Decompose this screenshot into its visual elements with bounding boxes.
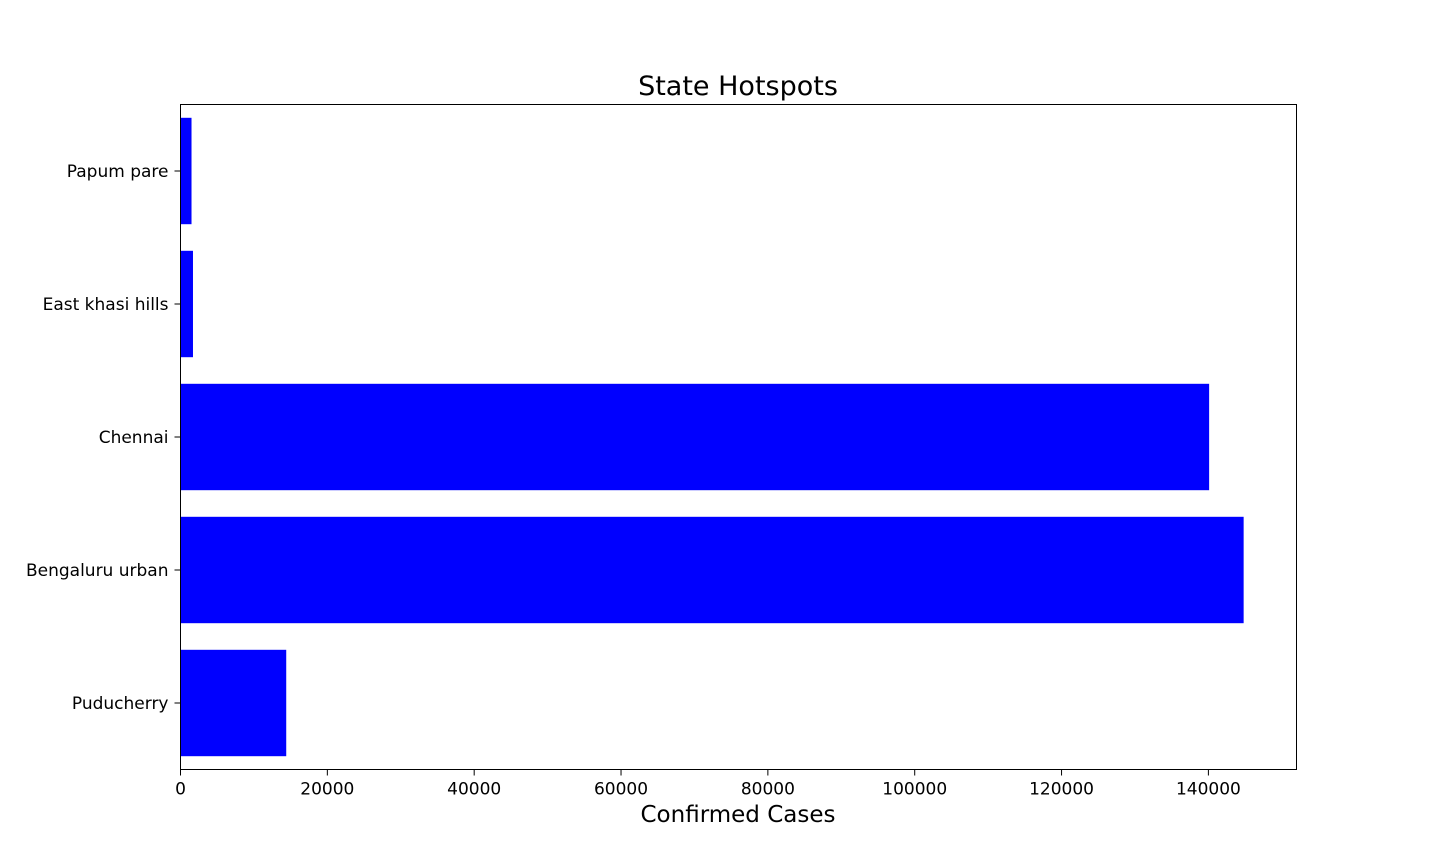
y-tick-label-east-khasi-hills: East khasi hills [43, 295, 169, 315]
x-tick-label: 60000 [594, 780, 648, 800]
y-tick-label-puducherry: Puducherry [72, 694, 169, 714]
chart-title: State Hotspots [638, 71, 838, 102]
plot-frame [180, 104, 1297, 770]
bar-puducherry [180, 649, 287, 757]
x-tick-label: 140000 [1176, 780, 1241, 800]
x-axis-ticks: 0 20000 40000 60000 80000 100000 120000 140000 [175, 769, 1241, 800]
y-tick-label-papum-pare: Papum pare [67, 162, 169, 182]
x-tick-label: 0 [175, 780, 186, 800]
x-tick-label: 80000 [741, 780, 795, 800]
x-tick-label: 40000 [447, 780, 501, 800]
y-tick-label-chennai: Chennai [99, 428, 169, 448]
x-tick-label: 120000 [1029, 780, 1094, 800]
x-axis-label: Confirmed Cases [641, 802, 836, 828]
y-tick-label-bengaluru-urban: Bengaluru urban [26, 561, 169, 581]
x-tick-label: 20000 [300, 780, 354, 800]
y-axis-ticks: Puducherry Bengaluru urban Chennai East kha… [26, 162, 181, 714]
bar-bengaluru-urban [180, 516, 1244, 624]
bars-group [180, 117, 1244, 757]
bar-chennai [180, 383, 1210, 491]
x-tick-label: 100000 [882, 780, 947, 800]
bar-papum-pare [180, 117, 192, 225]
bar-east-khasi-hills [180, 250, 193, 358]
